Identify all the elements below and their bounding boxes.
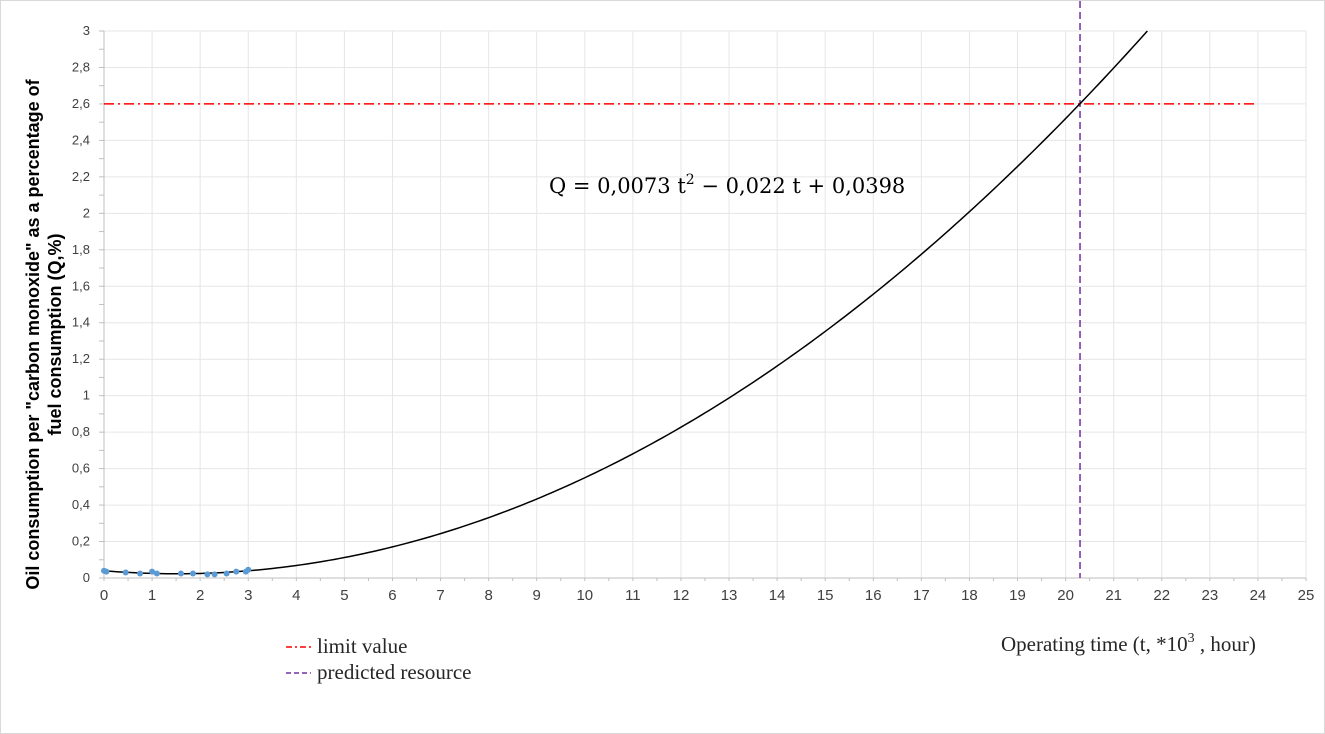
- y-tick-label: 1,8: [72, 242, 90, 257]
- x-tick-label: 14: [769, 587, 786, 604]
- x-tick-label: 2: [196, 587, 204, 604]
- reference-lines-layer: [104, 1, 1258, 578]
- equation-suffix: − 0,022 t + 0,0398: [695, 174, 906, 198]
- y-tick-label: 0,4: [72, 497, 90, 512]
- x-tick-label: 8: [484, 587, 492, 604]
- y-tick-label: 1: [83, 388, 90, 403]
- x-tick-label: 24: [1250, 587, 1267, 604]
- y-tick-label: 0,2: [72, 534, 90, 549]
- x-tick-label: 18: [961, 587, 978, 604]
- y-tick-label: 2: [83, 205, 90, 220]
- x-axis-label: Operating time (t, *103 , hour): [1001, 631, 1256, 656]
- x-tick-label: 21: [1105, 587, 1122, 604]
- data-point: [153, 570, 160, 577]
- x-axis-label-main: Operating time (t, *10: [1001, 632, 1188, 656]
- x-tick-label: 13: [721, 587, 738, 604]
- y-tick-label: 2,4: [72, 132, 90, 147]
- data-points-layer: [101, 566, 252, 578]
- x-tick-label: 22: [1153, 587, 1170, 604]
- data-point: [189, 570, 196, 577]
- y-tick-label: 1,6: [72, 278, 90, 293]
- data-point: [204, 571, 211, 578]
- y-tick-label: 2,2: [72, 169, 90, 184]
- x-tick-label: 7: [436, 587, 444, 604]
- x-tick-label: 1: [148, 587, 156, 604]
- y-tick-label: 2,6: [72, 96, 90, 111]
- x-tick-label: 15: [817, 587, 834, 604]
- legend-predicted-resource-label: predicted resource: [317, 660, 472, 684]
- y-tick-label: 1,2: [72, 351, 90, 366]
- x-tick-label: 4: [292, 587, 300, 604]
- y-tick-label: 0,6: [72, 461, 90, 476]
- grid-layer: [104, 30, 1307, 578]
- equation-power: 2: [686, 172, 695, 188]
- x-tick-label: 10: [576, 587, 593, 604]
- data-point: [149, 568, 156, 575]
- x-tick-label: 3: [244, 587, 252, 604]
- y-tick-label: 2,8: [72, 59, 90, 74]
- legend-limit-value-label: limit value: [317, 634, 407, 658]
- x-tick-label: 0: [100, 587, 108, 604]
- x-axis-label-superscript: 3: [1188, 631, 1195, 646]
- x-axis-label-suffix: , hour): [1195, 632, 1256, 656]
- data-point: [177, 570, 184, 577]
- equation-label: Q = 0,0073 t2 − 0,022 t + 0,0398: [549, 172, 905, 198]
- axes-layer: 0 1 2 3 4 5 6 7 8 9 10 11 12 13 14 15 16 17 18 19 20 21 22 23 24…: [72, 23, 1314, 604]
- data-point: [245, 566, 252, 573]
- x-tick-label: 6: [388, 587, 396, 604]
- y-tick-label: 1,4: [72, 315, 90, 330]
- data-point: [223, 570, 230, 577]
- x-tick-label: 11: [625, 587, 641, 604]
- x-tick-label: 23: [1201, 587, 1218, 604]
- y-tick-label: 0,8: [72, 424, 90, 439]
- data-point: [122, 569, 129, 576]
- x-tick-label: 17: [913, 587, 930, 604]
- y-axis-label: Oil consumption per "carbon monoxide" as…: [23, 78, 65, 589]
- x-tick-label: 16: [865, 587, 882, 604]
- y-tick-label: 0: [83, 570, 90, 585]
- trend-curve-layer: [103, 30, 1148, 575]
- x-tick-label: 12: [673, 587, 690, 604]
- x-tick-label: 5: [340, 587, 348, 604]
- x-tick-label: 19: [1009, 587, 1026, 604]
- x-tick-label: 25: [1298, 587, 1315, 604]
- equation-prefix: Q = 0,0073 t: [549, 174, 686, 198]
- x-tick-label: 20: [1057, 587, 1074, 604]
- data-point: [137, 570, 144, 577]
- y-axis-label-line2: fuel consumption (Q,%): [45, 234, 65, 436]
- y-tick-label: 3: [83, 23, 90, 38]
- trend-curve: [103, 30, 1148, 575]
- data-point: [233, 568, 240, 575]
- x-tick-label: 9: [533, 587, 541, 604]
- y-axis-label-line1: Oil consumption per "carbon monoxide" as…: [23, 78, 43, 589]
- data-point: [103, 568, 110, 575]
- data-point: [211, 571, 218, 578]
